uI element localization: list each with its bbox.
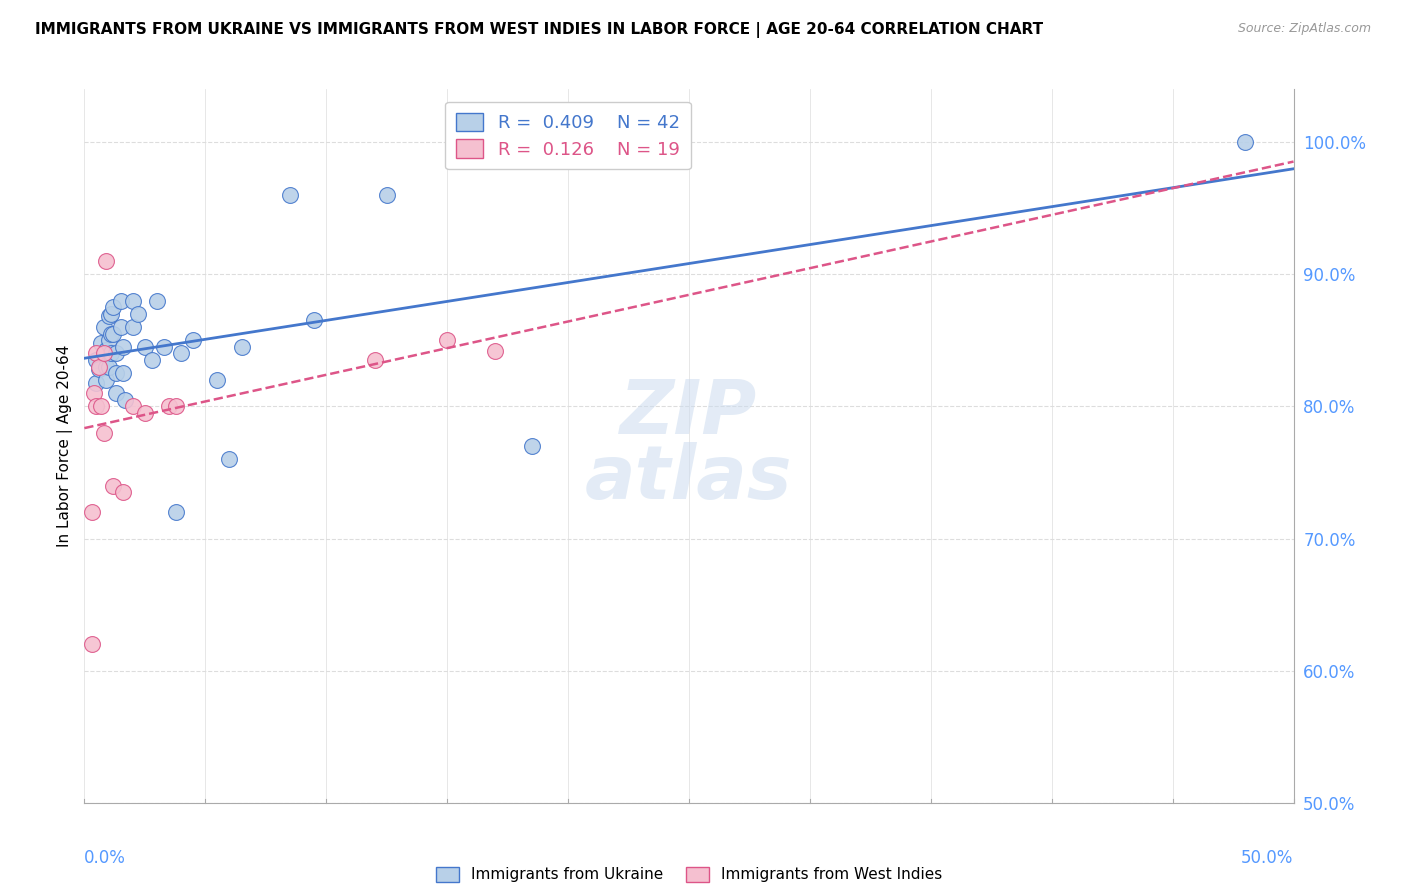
- Point: [90, 335, 112, 350]
- Point: [87, 359, 110, 374]
- Point: [97, 333, 120, 347]
- Point: [134, 340, 156, 354]
- Point: [436, 333, 458, 347]
- Point: [112, 485, 135, 500]
- Legend: Immigrants from Ukraine, Immigrants from West Indies: Immigrants from Ukraine, Immigrants from…: [429, 861, 949, 888]
- Point: [520, 439, 543, 453]
- Point: [104, 386, 127, 401]
- Point: [375, 188, 398, 202]
- Point: [93, 425, 115, 440]
- Point: [93, 346, 115, 360]
- Text: ZIP
atlas: ZIP atlas: [585, 377, 793, 515]
- Point: [94, 343, 117, 357]
- Point: [165, 505, 187, 519]
- Point: [93, 320, 115, 334]
- Point: [363, 353, 385, 368]
- Y-axis label: In Labor Force | Age 20-64: In Labor Force | Age 20-64: [58, 345, 73, 547]
- Point: [90, 400, 112, 414]
- Point: [112, 340, 135, 354]
- Point: [146, 293, 169, 308]
- Point: [112, 367, 135, 381]
- Point: [134, 406, 156, 420]
- Point: [110, 293, 132, 308]
- Point: [97, 310, 120, 324]
- Point: [181, 333, 204, 347]
- Point: [484, 343, 506, 358]
- Point: [80, 637, 103, 651]
- Point: [127, 307, 149, 321]
- Point: [121, 320, 143, 334]
- Point: [153, 340, 176, 354]
- Point: [121, 400, 143, 414]
- Point: [103, 326, 125, 341]
- Point: [157, 400, 180, 414]
- Point: [86, 353, 108, 368]
- Point: [94, 359, 117, 374]
- Point: [278, 188, 301, 202]
- Point: [97, 359, 120, 374]
- Point: [110, 320, 132, 334]
- Text: 0.0%: 0.0%: [84, 849, 127, 867]
- Point: [80, 505, 103, 519]
- Point: [207, 373, 229, 387]
- Point: [103, 300, 125, 314]
- Point: [218, 452, 240, 467]
- Point: [100, 326, 122, 341]
- Text: Source: ZipAtlas.com: Source: ZipAtlas.com: [1237, 22, 1371, 36]
- Point: [1234, 135, 1257, 149]
- Point: [165, 400, 187, 414]
- Point: [100, 346, 122, 360]
- Point: [141, 353, 163, 368]
- Point: [94, 254, 117, 268]
- Point: [83, 386, 105, 401]
- Point: [86, 400, 108, 414]
- Point: [302, 313, 325, 327]
- Point: [114, 392, 136, 407]
- Point: [94, 373, 117, 387]
- Point: [231, 340, 253, 354]
- Point: [87, 362, 110, 376]
- Point: [104, 346, 127, 360]
- Point: [104, 367, 127, 381]
- Point: [86, 376, 108, 390]
- Point: [170, 346, 193, 360]
- Point: [86, 346, 108, 360]
- Text: IMMIGRANTS FROM UKRAINE VS IMMIGRANTS FROM WEST INDIES IN LABOR FORCE | AGE 20-6: IMMIGRANTS FROM UKRAINE VS IMMIGRANTS FR…: [35, 22, 1043, 38]
- Point: [121, 293, 143, 308]
- Point: [100, 307, 122, 321]
- Text: 50.0%: 50.0%: [1241, 849, 1294, 867]
- Point: [103, 478, 125, 492]
